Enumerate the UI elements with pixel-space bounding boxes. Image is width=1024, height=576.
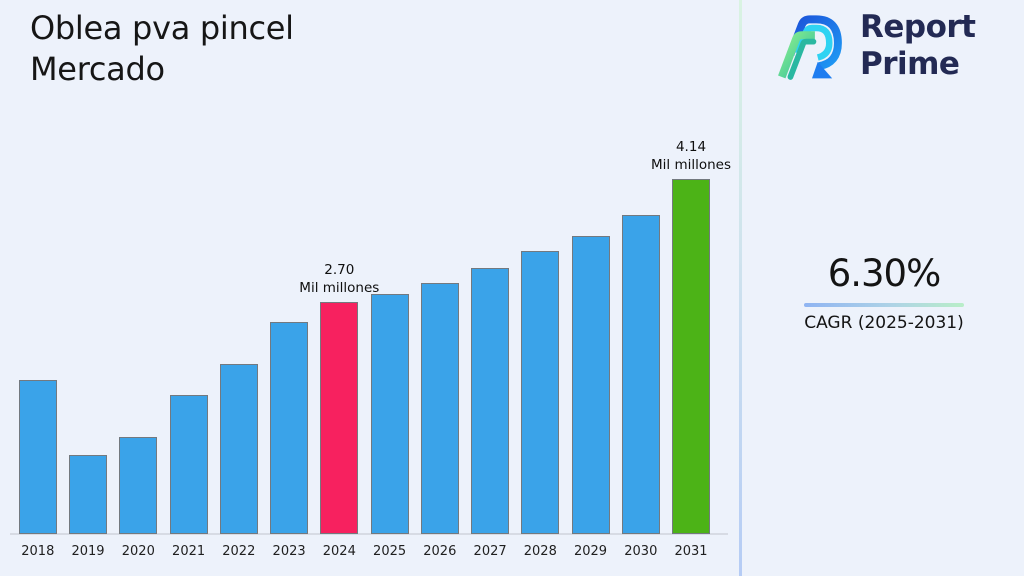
bar-2027 [471,268,510,534]
x-tick-2019: 2019 [71,544,105,559]
cagr-value: 6.30% [827,252,942,295]
brand-name-line2: Prime [860,46,960,82]
bar-2020 [119,437,158,534]
bar-2019 [69,455,107,534]
bar-2030 [621,215,660,534]
data-label-2031: 4.14 Mil millones [651,139,731,173]
bar-2026 [420,283,459,534]
bar-2031 [672,179,710,534]
x-tick-2024: 2024 [322,544,356,559]
bar-2022 [219,364,258,534]
x-axis-line [10,533,728,535]
report-prime-logo-icon [778,15,842,80]
cagr-caption: CAGR (2025-2031) [804,313,964,333]
cagr-stat: 6.30% CAGR (2025-2031) [801,250,967,333]
bar-2029 [571,236,610,534]
page-title-line1: Oblea pva pincel [30,9,294,47]
cagr-underline [804,303,964,307]
x-tick-2018: 2018 [21,544,55,559]
bar-2028 [521,251,560,534]
brand-name-line1: Report [860,9,976,45]
x-tick-2025: 2025 [373,544,407,559]
logo: Report Prime [776,8,976,84]
x-tick-2022: 2022 [222,544,256,559]
bar-2021 [169,395,208,534]
x-tick-2030: 2030 [624,544,658,559]
brand-name: Report Prime [860,9,976,83]
x-tick-2023: 2023 [272,544,306,559]
x-tick-2031: 2031 [674,544,708,559]
bar-2023 [270,322,309,534]
bar-2024 [320,302,359,534]
x-tick-2026: 2026 [423,544,457,559]
page-title: Oblea pva pincel Mercado [30,8,294,90]
x-tick-2029: 2029 [573,544,608,559]
data-label-2024: 2.70 Mil millones [299,262,380,296]
bar-2018 [18,380,57,534]
x-tick-2020: 2020 [121,544,155,559]
page-title-line2: Mercado [30,50,165,88]
x-tick-2028: 2028 [523,544,557,559]
x-tick-2021: 2021 [172,544,206,559]
chart: 2018 2019 2020 2021 2022 2023 2024 2.70 Mil mill… [10,139,731,559]
bar-2025 [370,294,409,534]
vertical-divider [739,0,742,576]
x-tick-2027: 2027 [473,544,507,559]
